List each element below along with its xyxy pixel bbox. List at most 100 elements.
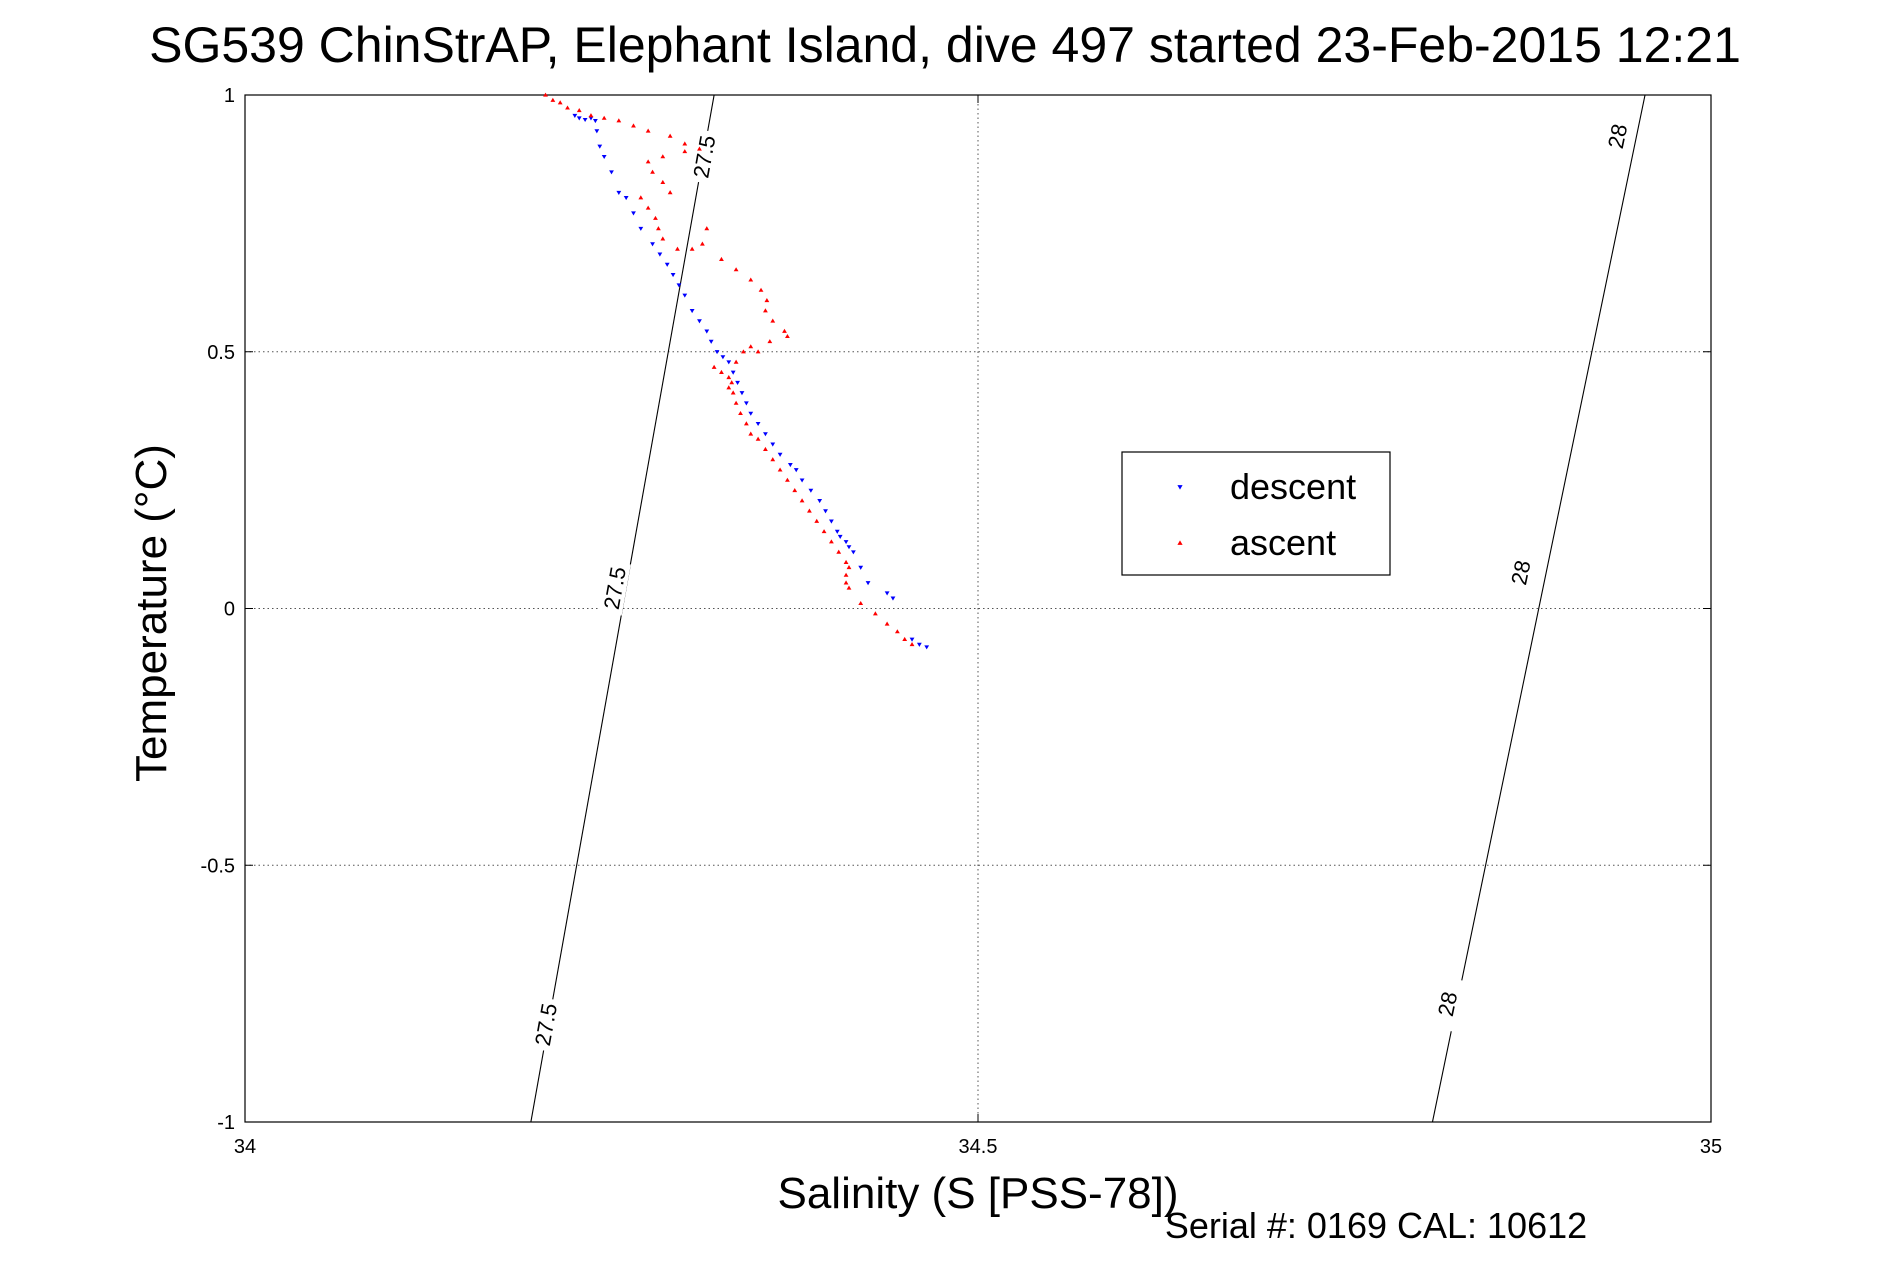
ascent-point: [697, 146, 702, 151]
descent-point: [763, 432, 768, 437]
descent-point: [616, 190, 622, 195]
descent-point: [657, 252, 663, 257]
legend-marker-descent-glyph: [1177, 485, 1183, 490]
legend-marker-ascent: [1177, 540, 1183, 545]
descent-point: [689, 308, 695, 314]
descent-point: [572, 113, 578, 118]
ascent-point: [565, 105, 570, 110]
descent-point: [623, 196, 629, 201]
ascent-point: [814, 518, 820, 523]
ascent-point: [576, 108, 582, 113]
contour-label-gap: [1430, 976, 1465, 1032]
ascent-point: [785, 477, 790, 482]
ascent-point: [755, 349, 761, 354]
descent-point: [735, 380, 740, 385]
ascent-point: [858, 600, 864, 606]
descent-point: [714, 350, 720, 355]
ascent-point: [638, 195, 644, 200]
ascent-point: [550, 97, 556, 102]
descent-point: [582, 117, 588, 123]
descent-point: [829, 519, 834, 524]
descent-point: [594, 129, 600, 134]
ascent-point: [741, 349, 746, 354]
descent-point: [843, 540, 849, 545]
descent-point: [601, 154, 607, 160]
x-axis-ticks: 34 34.5 35: [234, 95, 1722, 1158]
ascent-point: [792, 487, 798, 493]
descent-point: [743, 401, 749, 406]
ascent-point: [846, 585, 852, 590]
y-tick-label: -0.5: [201, 855, 235, 877]
ascent-point: [770, 318, 776, 323]
ascent-point: [704, 226, 710, 231]
ascent-point: [846, 565, 852, 570]
descent-point: [834, 529, 840, 534]
ascent-point: [645, 128, 651, 133]
descent-point: [697, 319, 702, 324]
y-axis-label: Temperature (°C): [127, 444, 176, 782]
descent-point: [676, 283, 682, 288]
contour-label-gap: [1503, 544, 1538, 601]
ascent-point: [689, 246, 695, 251]
legend-marker-ascent-glyph: [1177, 540, 1183, 545]
contour-label-gap: [1600, 108, 1635, 164]
descent-point: [576, 116, 582, 121]
ascent-point: [763, 308, 768, 313]
ascent-point: [588, 113, 594, 118]
ascent-point: [711, 364, 717, 369]
ascent-point: [829, 539, 834, 544]
legend-box: [1121, 451, 1391, 576]
ascent-point: [743, 421, 749, 426]
y-tick-label: 1: [224, 85, 235, 107]
descent-point: [850, 550, 856, 555]
ascent-point: [799, 498, 805, 503]
ascent-point: [645, 205, 651, 210]
descent-point: [787, 463, 793, 468]
descent-point: [748, 411, 754, 416]
ascent-point: [660, 236, 666, 241]
ascent-point: [557, 100, 563, 105]
descent-point: [823, 509, 828, 514]
descent-point: [726, 360, 732, 365]
ascent-point: [730, 390, 736, 395]
ascent-point: [738, 410, 743, 416]
descent-point: [708, 339, 714, 344]
ascent-point: [667, 133, 673, 138]
descent-point: [720, 355, 726, 360]
ascent-point: [755, 436, 761, 441]
descent-point: [664, 262, 670, 267]
descent-point: [799, 478, 805, 483]
ascent-point: [821, 529, 827, 534]
legend-entry-descent: descent: [1230, 466, 1356, 507]
ascent-point: [682, 141, 688, 146]
ascent-point: [872, 611, 878, 616]
ascent-point: [733, 267, 739, 272]
legend-entry-ascent: ascent: [1230, 522, 1336, 563]
descent-point: [730, 370, 736, 375]
chart-title: SG539 ChinStrAP, Elephant Island, dive 4…: [149, 17, 1741, 73]
y-axis-ticks: 1 0.5 0 -0.5 -1: [201, 85, 1711, 1134]
contour-label: 28: [1603, 122, 1632, 151]
ascent-point: [729, 380, 735, 385]
ascent-point: [843, 559, 849, 564]
y-tick-label: 0: [224, 599, 235, 621]
ascent-point: [758, 287, 764, 292]
ascent-point: [770, 457, 776, 462]
x-tick-label: 34.5: [959, 1136, 998, 1158]
ascent-point: [645, 159, 651, 164]
descent-point: [924, 645, 930, 650]
contour-label-gap: [529, 996, 562, 1053]
ascent-point: [650, 169, 655, 174]
contour-label-gap: [598, 560, 631, 616]
ascent-point: [682, 149, 688, 154]
ascent-point: [726, 375, 732, 380]
contour-label: 28: [1506, 558, 1535, 587]
descent-point: [777, 452, 783, 457]
ascent-point: [748, 277, 754, 282]
x-tick-label: 34: [234, 1136, 256, 1158]
ascent-point: [884, 621, 890, 626]
ascent-point: [656, 226, 661, 231]
